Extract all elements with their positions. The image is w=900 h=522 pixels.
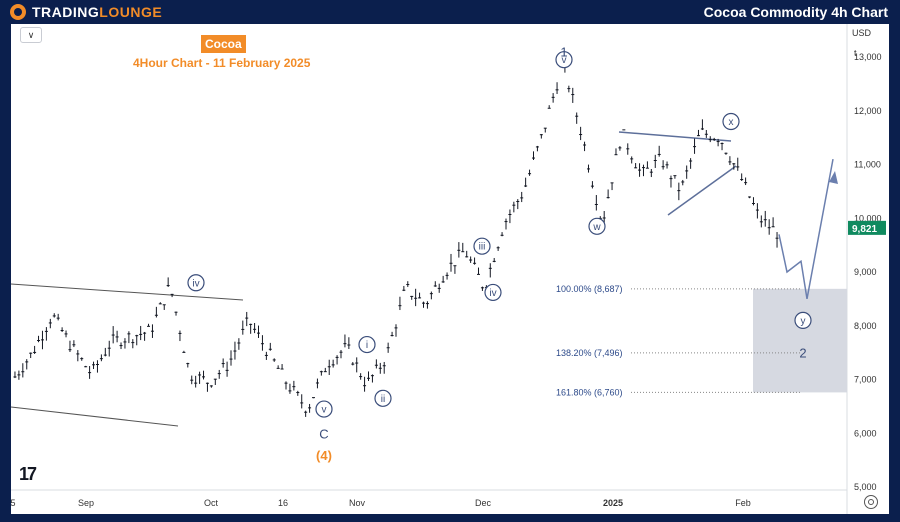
wave-label: i	[366, 340, 368, 351]
projection-arrow-icon	[829, 171, 838, 184]
wave-label: C	[319, 426, 328, 441]
triangle-line-lower	[667, 165, 737, 216]
wave-label-circle	[484, 283, 502, 302]
wave-label: w	[592, 222, 601, 233]
target-zone	[753, 288, 847, 393]
wave-label-circle	[555, 51, 573, 69]
wave-label-circle	[794, 311, 812, 329]
wave-label: iv	[192, 278, 199, 289]
last-price-badge	[848, 220, 886, 235]
wave-label: ii	[381, 394, 385, 405]
wave-label: x	[729, 117, 734, 128]
logo-text-lounge: LOUNGE	[99, 4, 163, 20]
y-tick-label: 10,000	[854, 213, 882, 223]
chart-area[interactable]: 13,000 12,000 11,000 10,000 9,000 8,000 7,000 6…	[11, 24, 889, 514]
x-tick-label: Nov	[349, 498, 366, 508]
price-chart: 13,000 12,000 11,000 10,000 9,000 8,000 7,000 6…	[11, 24, 886, 514]
x-tick-label: 5	[11, 498, 16, 508]
brand-logo: TRADINGLOUNGE	[10, 3, 162, 21]
wave-label-circle	[722, 112, 740, 131]
x-tick-label: 16	[278, 498, 288, 508]
fib-level-label: 138.20% (7,496)	[556, 348, 623, 358]
channel-line-lower	[11, 406, 179, 427]
wave-label: (4)	[316, 448, 332, 463]
x-tick-label: Feb	[735, 498, 751, 508]
wave-label: v	[562, 55, 567, 66]
wave-label: iv	[489, 288, 496, 299]
unit-selector[interactable]: t	[854, 48, 857, 58]
y-tick-label: 12,000	[854, 106, 882, 116]
x-tick-label: 2025	[603, 498, 623, 508]
header-bar: TRADINGLOUNGE Cocoa Commodity 4h Chart	[0, 0, 900, 24]
wave-label: 1	[560, 45, 567, 60]
logo-text-trading: TRADING	[32, 4, 100, 20]
x-tick-label: Dec	[475, 498, 492, 508]
fib-level-label: 100.00% (8,687)	[556, 284, 623, 294]
y-tick-label: 9,000	[854, 267, 877, 277]
last-price-label: 9,821	[852, 224, 877, 235]
y-tick-label: 5,000	[854, 482, 877, 492]
wave-label-circle	[588, 217, 606, 235]
wave-label-circle	[473, 237, 491, 255]
fib-level-label: 161.80% (6,760)	[556, 387, 623, 397]
chart-subtitle: 4Hour Chart - 11 February 2025	[133, 56, 311, 70]
settings-gear-icon[interactable]	[864, 495, 878, 509]
logo-icon	[10, 4, 26, 20]
wave-label: iii	[479, 242, 486, 253]
y-tick-label: 7,000	[854, 375, 877, 385]
page-title: Cocoa Commodity 4h Chart	[703, 4, 888, 20]
currency-selector[interactable]: USD	[852, 28, 872, 38]
y-tick-label: 6,000	[854, 428, 877, 438]
x-tick-label: Oct	[204, 498, 219, 508]
y-tick-label: 11,000	[854, 160, 881, 170]
projection-path	[778, 158, 834, 300]
x-tick-label: Sep	[78, 498, 94, 508]
wave-label-circle	[187, 274, 205, 292]
wave-label-circle	[374, 389, 392, 407]
logo-text: TRADINGLOUNGE	[32, 4, 162, 20]
channel-line-upper	[11, 283, 244, 301]
wave-label-circle	[358, 335, 376, 354]
tradingview-logo-icon: 17	[19, 464, 37, 484]
chevron-down-icon[interactable]: ∨	[20, 27, 42, 43]
wave-label: v	[322, 405, 327, 416]
wave-label: 2	[799, 346, 806, 361]
y-tick-label: 8,000	[854, 321, 877, 331]
triangle-line-upper	[618, 131, 732, 142]
chart-title: Cocoa	[201, 35, 246, 53]
y-tick-label: 13,000	[854, 52, 882, 62]
wave-label: y	[801, 316, 806, 327]
wave-label-circle	[315, 400, 333, 418]
